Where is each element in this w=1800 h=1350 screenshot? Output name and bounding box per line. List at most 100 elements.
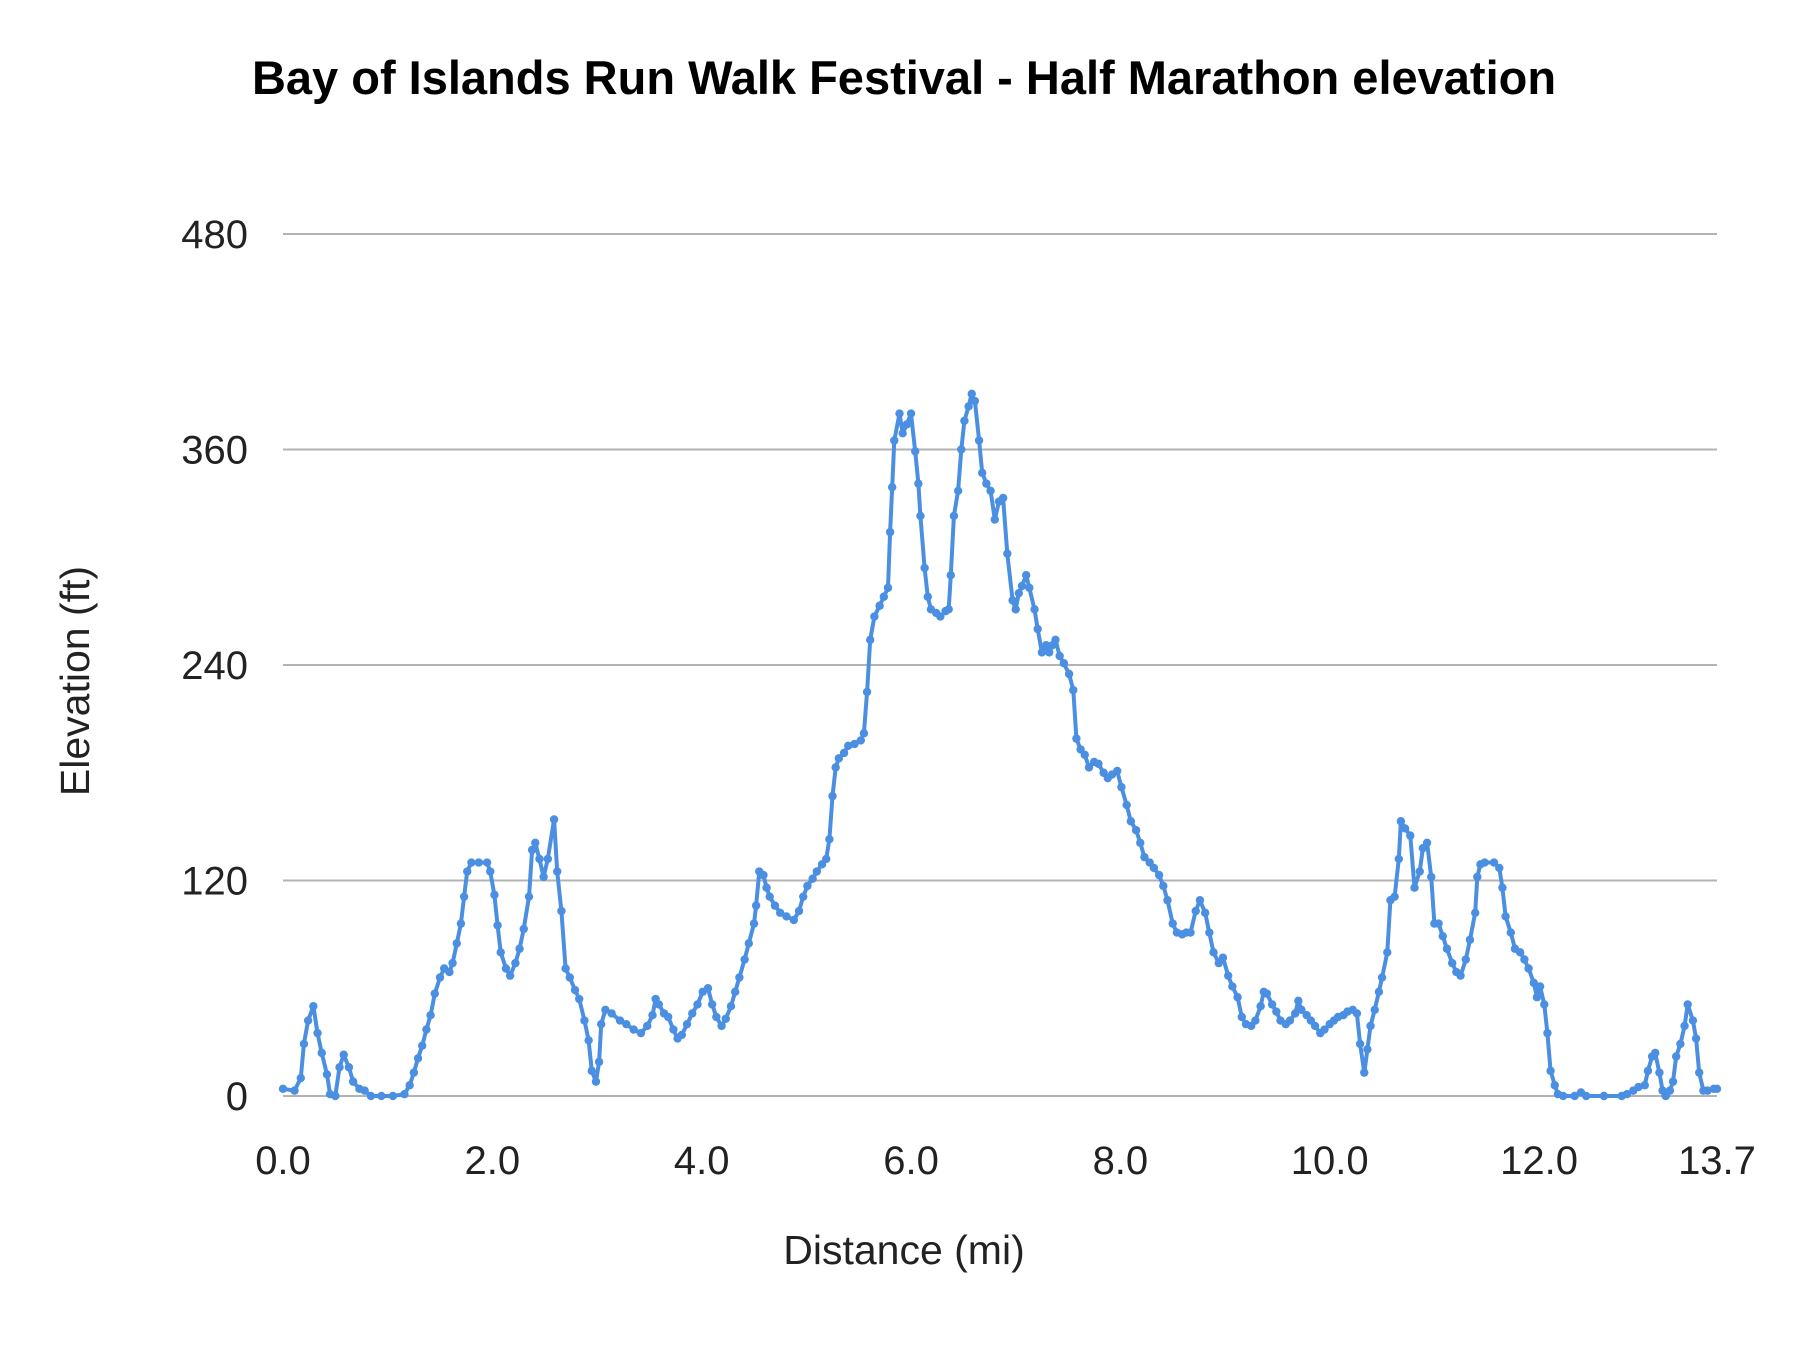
data-point	[1122, 800, 1131, 810]
data-point	[730, 987, 740, 997]
data-point	[1355, 1039, 1365, 1049]
data-point	[1209, 948, 1218, 957]
data-point	[1712, 1084, 1722, 1094]
data-point	[794, 906, 804, 916]
data-point	[591, 1077, 601, 1086]
data-point	[388, 1091, 398, 1101]
data-point	[1540, 1000, 1549, 1009]
data-point	[448, 958, 457, 968]
data-point	[887, 483, 897, 492]
data-point	[1131, 826, 1141, 835]
data-point	[1651, 1048, 1660, 1058]
data-point	[1390, 892, 1399, 901]
data-point	[936, 612, 945, 621]
data-point	[1506, 928, 1515, 937]
data-point	[1025, 583, 1034, 592]
data-point	[812, 867, 822, 876]
data-point	[584, 1036, 593, 1045]
data-point	[890, 436, 899, 445]
data-point	[643, 1021, 652, 1031]
data-point	[1033, 624, 1042, 634]
data-point	[856, 736, 865, 745]
data-point	[1498, 883, 1507, 892]
data-point	[946, 571, 956, 580]
data-point	[1695, 1068, 1704, 1077]
data-point	[916, 511, 925, 521]
data-point	[960, 416, 969, 425]
data-point	[1676, 1039, 1685, 1049]
data-point	[677, 1030, 686, 1040]
data-point	[303, 1016, 313, 1025]
data-point	[1640, 1081, 1649, 1090]
data-point	[467, 858, 476, 867]
data-point	[782, 912, 791, 921]
data-point	[1558, 1091, 1568, 1101]
data-point	[601, 1005, 610, 1014]
data-point	[309, 1002, 318, 1011]
data-point	[313, 1028, 322, 1038]
data-point	[866, 635, 875, 645]
data-point	[1126, 817, 1136, 826]
data-point	[1680, 1021, 1689, 1031]
data-point	[1256, 1002, 1265, 1011]
data-point	[669, 1025, 678, 1034]
data-point	[435, 973, 445, 982]
data-point	[1030, 605, 1039, 614]
data-point	[501, 964, 511, 973]
data-point	[986, 486, 995, 496]
data-point	[1655, 1068, 1664, 1077]
data-point	[1200, 908, 1210, 918]
data-point	[1117, 782, 1126, 792]
data-point	[1320, 1025, 1329, 1034]
data-point	[549, 815, 559, 824]
data-point	[749, 919, 759, 928]
data-point	[1233, 993, 1242, 1002]
data-point	[770, 901, 780, 910]
data-point	[1532, 993, 1542, 1002]
data-point	[735, 973, 744, 982]
data-point	[1683, 1000, 1692, 1009]
data-point	[906, 409, 916, 418]
data-point	[1434, 919, 1443, 928]
gridlines	[283, 233, 1717, 1097]
data-point	[839, 748, 849, 758]
data-point	[527, 845, 537, 855]
data-point	[978, 468, 987, 478]
data-point	[1415, 867, 1424, 876]
data-point	[970, 396, 980, 406]
data-point	[1671, 1052, 1681, 1061]
data-point	[296, 1073, 305, 1083]
data-point	[348, 1077, 358, 1086]
data-point	[870, 612, 879, 621]
data-point	[964, 402, 973, 411]
data-point	[474, 858, 483, 867]
data-point	[405, 1081, 414, 1090]
data-point	[663, 1012, 673, 1022]
chart-title: Bay of Islands Run Walk Festival - Half …	[252, 51, 1556, 104]
data-point	[682, 1019, 692, 1029]
data-point	[535, 854, 544, 864]
data-point	[879, 592, 889, 601]
data-point	[1008, 596, 1017, 605]
data-point	[1041, 641, 1051, 650]
data-point	[636, 1028, 646, 1038]
data-point	[1072, 734, 1081, 743]
data-point	[1272, 1007, 1281, 1016]
data-point	[799, 892, 808, 901]
data-point	[744, 939, 753, 948]
y-axis-label: Elevation (ft)	[52, 566, 98, 796]
data-point	[1516, 948, 1525, 957]
data-point	[765, 892, 774, 901]
data-point	[1051, 635, 1060, 645]
data-point	[615, 1016, 625, 1025]
data-point	[914, 479, 923, 488]
data-point	[1360, 1068, 1369, 1077]
x-tick-label: 8.0	[1093, 1139, 1149, 1183]
data-point	[570, 985, 580, 995]
data-point	[1017, 581, 1027, 591]
data-point	[717, 1021, 726, 1031]
x-tick-label: 10.0	[1291, 1139, 1369, 1183]
data-point	[519, 924, 528, 934]
data-point	[789, 915, 798, 925]
